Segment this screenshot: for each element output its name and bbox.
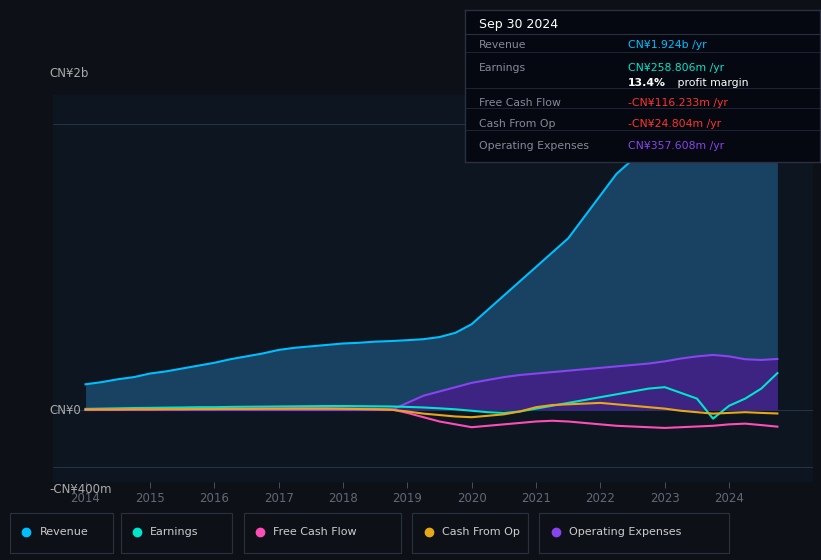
Text: CN¥258.806m /yr: CN¥258.806m /yr (628, 63, 724, 73)
Text: Free Cash Flow: Free Cash Flow (479, 98, 561, 108)
Text: -CN¥116.233m /yr: -CN¥116.233m /yr (628, 98, 728, 108)
Text: 13.4%: 13.4% (628, 78, 667, 88)
Text: Earnings: Earnings (150, 527, 199, 537)
Text: -CN¥400m: -CN¥400m (49, 483, 112, 496)
Text: Earnings: Earnings (479, 63, 526, 73)
Text: Operating Expenses: Operating Expenses (479, 141, 589, 151)
Text: CN¥357.608m /yr: CN¥357.608m /yr (628, 141, 724, 151)
Text: CN¥2b: CN¥2b (49, 67, 89, 80)
Text: Cash From Op: Cash From Op (442, 527, 520, 537)
Text: Cash From Op: Cash From Op (479, 119, 556, 129)
Text: -CN¥24.804m /yr: -CN¥24.804m /yr (628, 119, 722, 129)
Text: CN¥0: CN¥0 (49, 404, 81, 417)
Text: Operating Expenses: Operating Expenses (569, 527, 681, 537)
Text: profit margin: profit margin (674, 78, 749, 88)
Text: Sep 30 2024: Sep 30 2024 (479, 17, 558, 31)
Text: Free Cash Flow: Free Cash Flow (273, 527, 357, 537)
Text: Revenue: Revenue (39, 527, 88, 537)
Text: Revenue: Revenue (479, 40, 527, 50)
Text: CN¥1.924b /yr: CN¥1.924b /yr (628, 40, 707, 50)
